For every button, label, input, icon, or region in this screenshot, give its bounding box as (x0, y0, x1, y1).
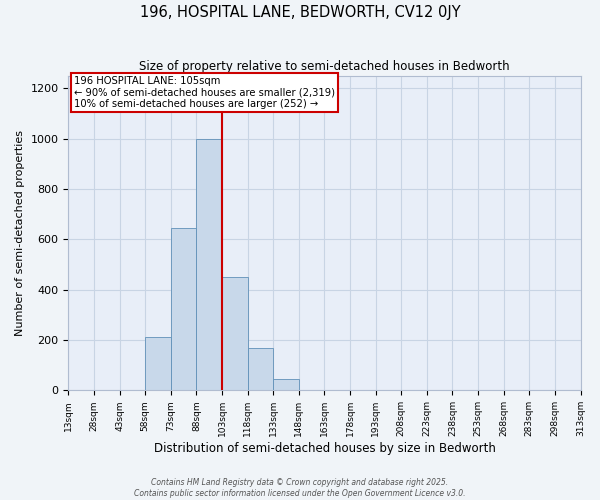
Y-axis label: Number of semi-detached properties: Number of semi-detached properties (15, 130, 25, 336)
Text: Contains HM Land Registry data © Crown copyright and database right 2025.
Contai: Contains HM Land Registry data © Crown c… (134, 478, 466, 498)
Bar (273, 379, 299, 390)
Bar (222, 277, 248, 390)
Bar (145, 338, 171, 390)
Text: 196 HOSPITAL LANE: 105sqm
← 90% of semi-detached houses are smaller (2,319)
10% : 196 HOSPITAL LANE: 105sqm ← 90% of semi-… (74, 76, 335, 109)
X-axis label: Distribution of semi-detached houses by size in Bedworth: Distribution of semi-detached houses by … (154, 442, 496, 455)
Bar (248, 348, 273, 391)
Bar (196, 138, 222, 390)
Bar (171, 228, 196, 390)
Title: Size of property relative to semi-detached houses in Bedworth: Size of property relative to semi-detach… (139, 60, 510, 73)
Text: 196, HOSPITAL LANE, BEDWORTH, CV12 0JY: 196, HOSPITAL LANE, BEDWORTH, CV12 0JY (140, 5, 460, 20)
